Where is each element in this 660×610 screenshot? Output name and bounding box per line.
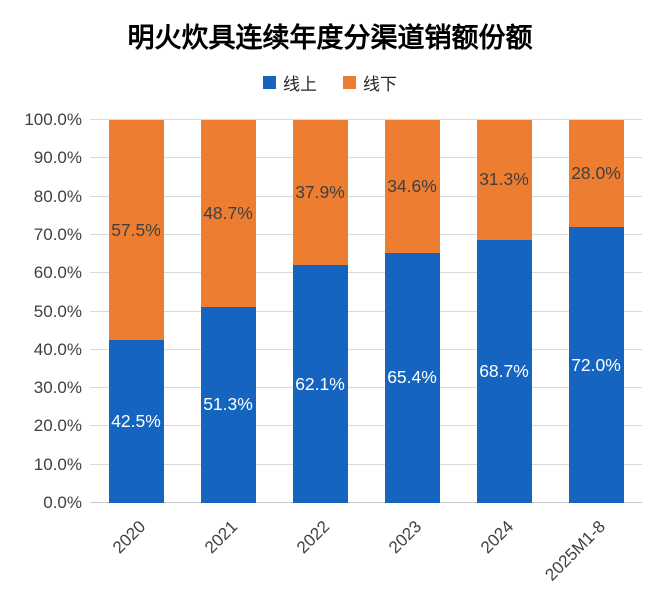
y-tick-label: 0.0% <box>43 493 82 512</box>
chart-title: 明火炊具连续年度分渠道销额份额 <box>127 23 533 53</box>
gridline <box>90 425 642 427</box>
y-tick-label: 60.0% <box>33 263 82 283</box>
gridline <box>90 119 642 120</box>
legend-swatch-offline-icon <box>343 76 356 89</box>
bars-container: 57.5% 42.5% 48.7% 51.3% 37.9% 62.1% 34.6% 65.4%… <box>90 120 642 503</box>
data-label-线下-2025M1-8: 28.0% <box>571 163 621 184</box>
gridline <box>90 233 642 235</box>
bar-slot-2023: 34.6% 65.4% <box>366 120 458 503</box>
gridline <box>90 310 642 312</box>
segment-线上-2024: 68.7% <box>476 239 532 503</box>
legend-label-online: 线上 <box>283 75 317 94</box>
stacked-bar-2020: 57.5% 42.5% <box>108 120 164 503</box>
bar-slot-2024: 31.3% 68.7% <box>458 120 550 503</box>
y-tick-label: 90.0% <box>33 148 82 168</box>
stacked-bar-2021: 48.7% 51.3% <box>200 120 256 503</box>
gridline <box>90 502 642 503</box>
legend-item-online: 线上 <box>263 70 317 95</box>
y-tick-label: 70.0% <box>33 224 82 244</box>
stacked-bar-2025M1-8: 28.0% 72.0% <box>568 120 624 503</box>
segment-线上-2020: 42.5% <box>108 340 164 503</box>
stacked-bar-2023: 34.6% 65.4% <box>384 120 440 503</box>
data-label-线上-2024: 68.7% <box>479 360 529 381</box>
y-tick-label: 50.0% <box>33 301 82 321</box>
gridline <box>90 157 642 159</box>
y-tick-label: 40.0% <box>33 339 82 359</box>
stacked-bar-2024: 31.3% 68.7% <box>476 120 532 503</box>
data-label-线上-2020: 42.5% <box>111 411 161 432</box>
gridline <box>90 387 642 389</box>
gridline <box>90 272 642 274</box>
x-tick-label-2020: 2020 <box>109 517 150 558</box>
segment-线下-2021: 48.7% <box>200 120 256 307</box>
gridline <box>90 195 642 197</box>
data-label-线上-2025M1-8: 72.0% <box>571 354 621 375</box>
gridline <box>90 348 642 350</box>
data-label-线上-2022: 62.1% <box>295 373 345 394</box>
x-tick-label-2025M1-8: 2025M1-8 <box>541 517 610 585</box>
stacked-bar-2022: 37.9% 62.1% <box>292 120 348 503</box>
x-tick-label-2021: 2021 <box>201 517 242 558</box>
x-axis: 2020 2021 2022 2023 2024 2025M1-8 <box>90 509 642 609</box>
data-label-线下-2021: 48.7% <box>203 202 253 223</box>
y-tick-label: 80.0% <box>33 186 82 206</box>
segment-线上-2022: 62.1% <box>292 265 348 503</box>
bar-slot-2022: 37.9% 62.1% <box>274 120 366 503</box>
x-tick-label-2022: 2022 <box>293 517 334 558</box>
segment-线下-2025M1-8: 28.0% <box>568 120 624 228</box>
segment-线下-2020: 57.5% <box>108 120 164 341</box>
bar-slot-2021: 48.7% 51.3% <box>182 120 274 503</box>
chart-legend: 线上 线下 <box>0 70 660 95</box>
data-label-线下-2023: 34.6% <box>387 175 437 196</box>
segment-线上-2021: 51.3% <box>200 306 256 503</box>
data-label-线上-2021: 51.3% <box>203 394 253 415</box>
data-label-线下-2024: 31.3% <box>479 169 529 190</box>
plot-area: 57.5% 42.5% 48.7% 51.3% 37.9% 62.1% 34.6% 65.4%… <box>90 119 642 503</box>
y-tick-label: 100.0% <box>24 110 82 129</box>
bar-slot-2025M1-8: 28.0% 72.0% <box>550 120 642 503</box>
legend-swatch-online-icon <box>263 76 276 89</box>
segment-线下-2024: 31.3% <box>476 120 532 240</box>
legend-label-offline: 线下 <box>363 75 397 94</box>
y-tick-label: 10.0% <box>33 454 82 474</box>
x-tick-label-2024: 2024 <box>477 517 518 558</box>
segment-线下-2023: 34.6% <box>384 120 440 253</box>
segment-线上-2025M1-8: 72.0% <box>568 227 624 503</box>
segment-线上-2023: 65.4% <box>384 252 440 503</box>
data-label-线上-2023: 65.4% <box>387 367 437 388</box>
legend-item-offline: 线下 <box>343 70 397 95</box>
y-tick-label: 20.0% <box>33 416 82 436</box>
x-tick-label-2023: 2023 <box>385 517 426 558</box>
segment-线下-2022: 37.9% <box>292 120 348 266</box>
data-label-线下-2020: 57.5% <box>111 219 161 240</box>
y-tick-label: 30.0% <box>33 378 82 398</box>
data-label-线下-2022: 37.9% <box>295 182 345 203</box>
gridline <box>90 463 642 465</box>
y-axis: 0.0% 10.0% 20.0% 30.0% 40.0% 50.0% 60.0% 70.0% 8… <box>0 110 82 512</box>
bar-slot-2020: 57.5% 42.5% <box>90 120 182 503</box>
